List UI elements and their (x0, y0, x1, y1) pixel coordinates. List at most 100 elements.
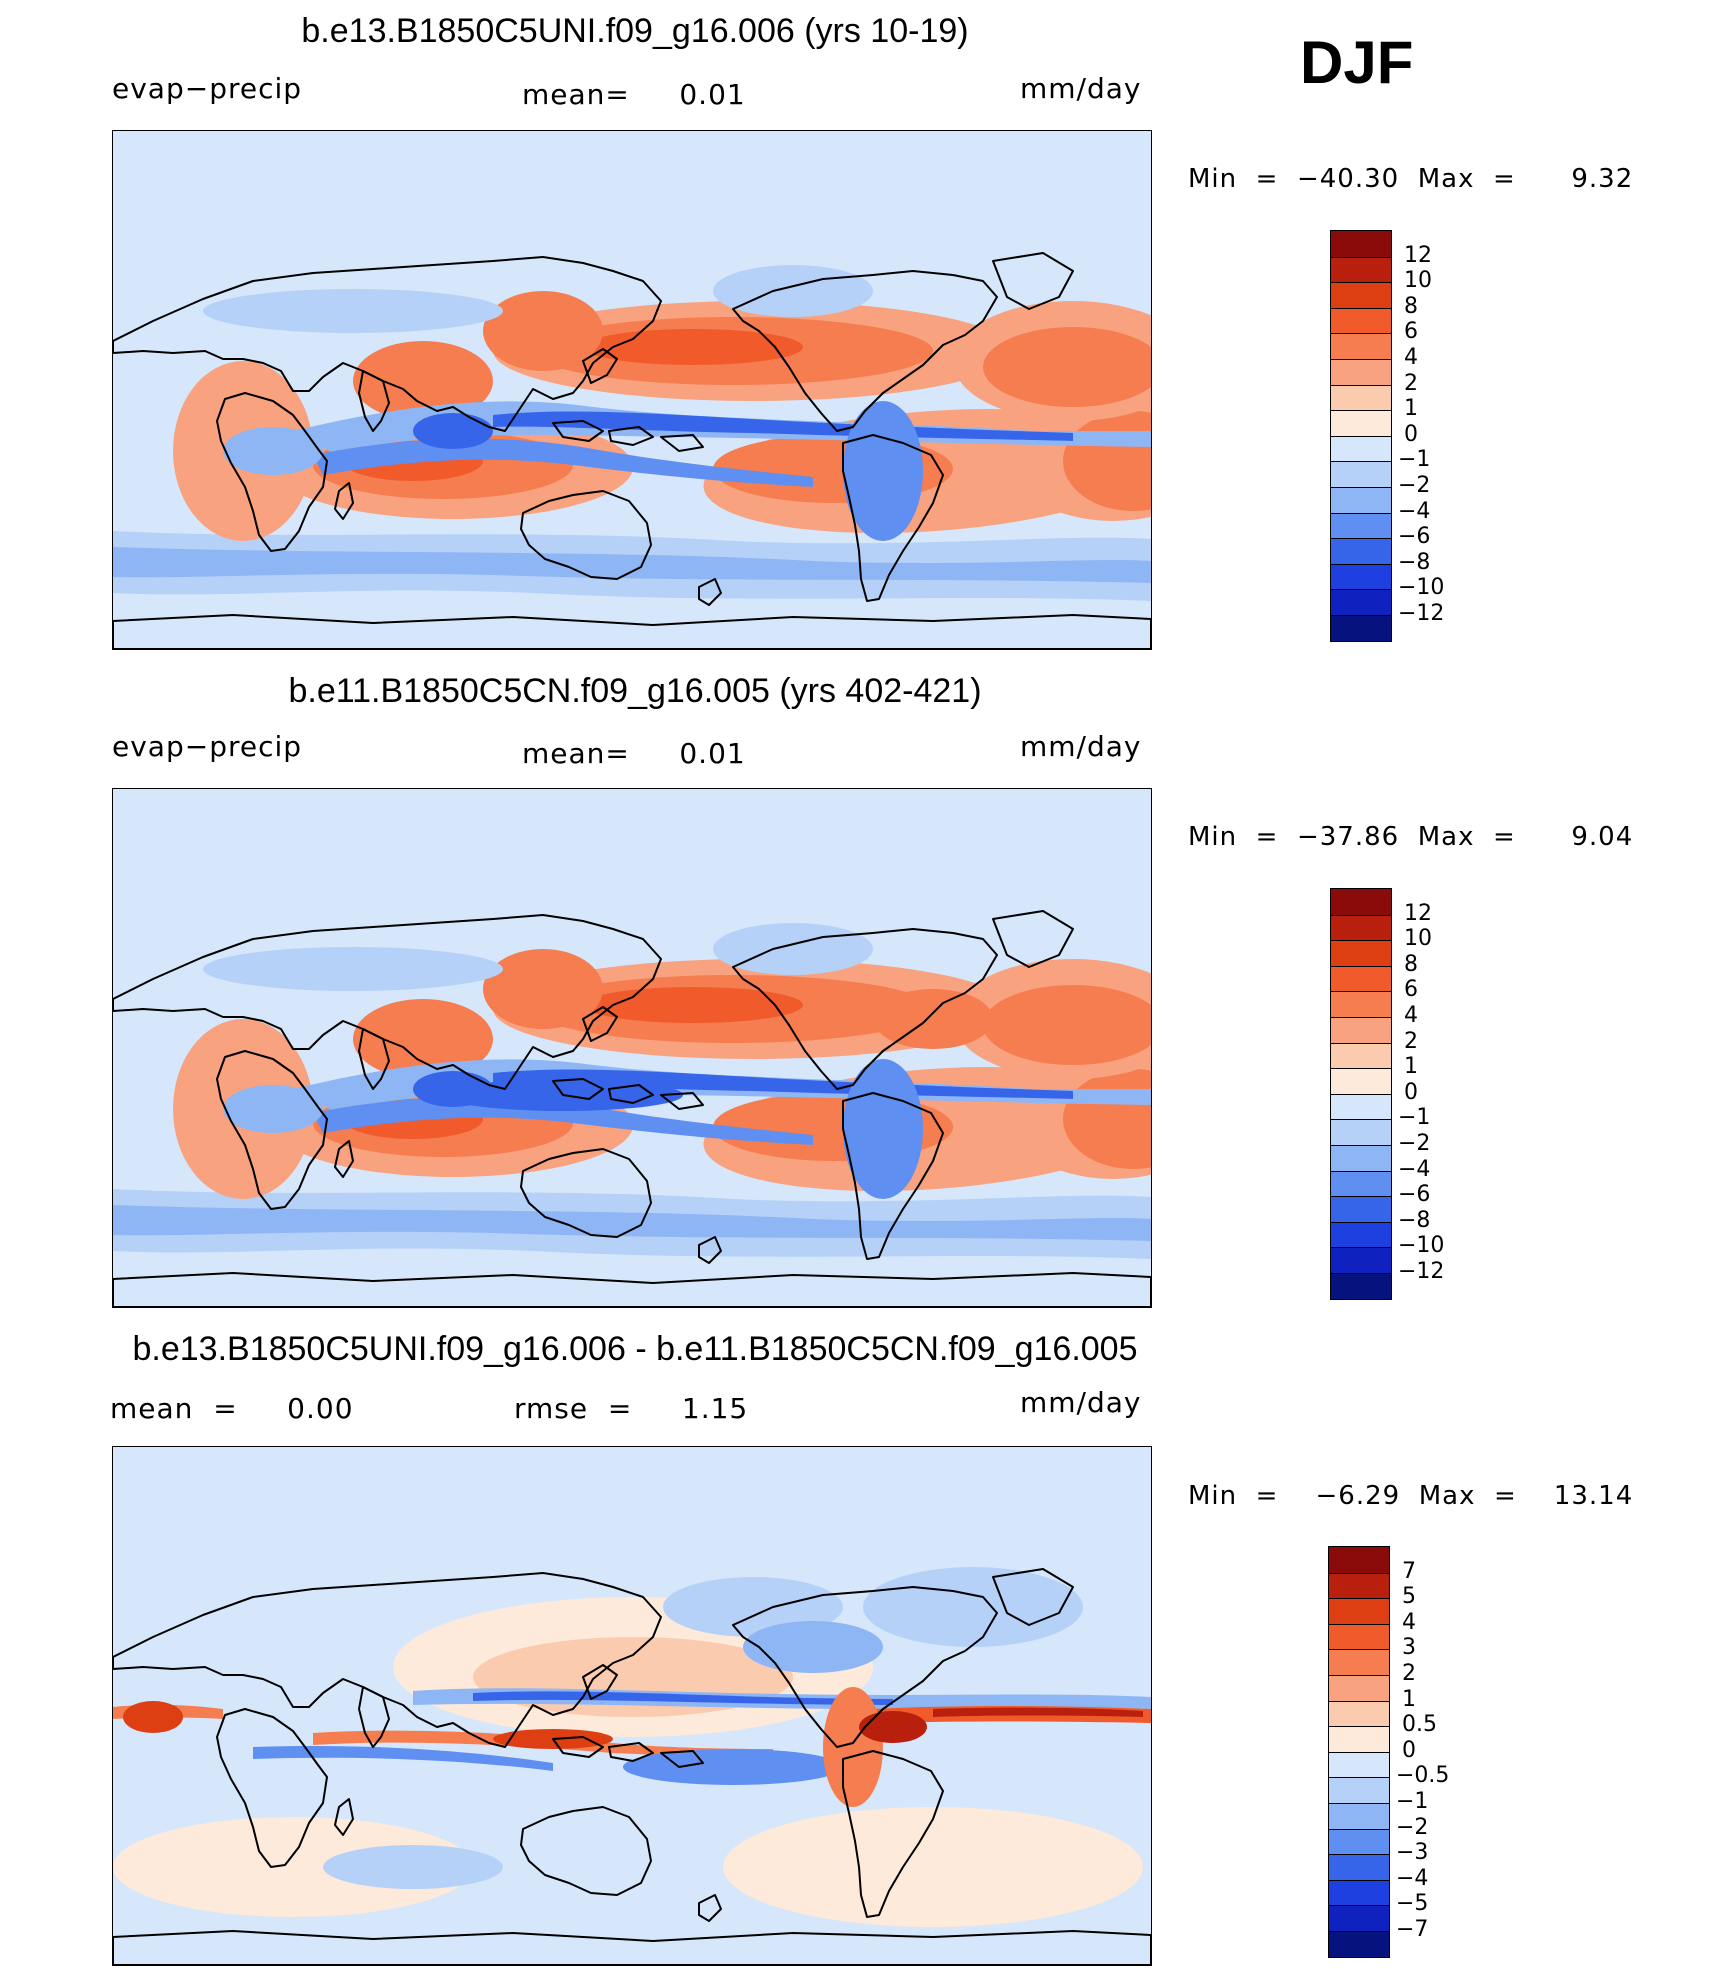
colorbar-swatch (1331, 940, 1391, 966)
colorbar-tick-label: −5 (1396, 1891, 1429, 1917)
coastline (582, 348, 618, 384)
colorbar-swatch (1329, 1879, 1389, 1906)
colorbar-tick-label: 2 (1404, 370, 1418, 396)
panel-3-title: b.e13.B1850C5UNI.f09_g16.006 - b.e11.B18… (132, 1330, 1138, 1368)
colorbar-swatch (1331, 1119, 1391, 1145)
difference-region (743, 1621, 883, 1673)
colorbar-tick-label: −0.5 (1396, 1763, 1450, 1789)
kuroshio-region (483, 291, 603, 371)
coastline (334, 1798, 354, 1836)
difference-region (863, 1567, 1083, 1647)
colorbar-swatch (1331, 410, 1391, 436)
colorbar-swatches (1330, 230, 1392, 642)
colorbar-swatch (1329, 1803, 1389, 1829)
coastline (216, 1708, 328, 1868)
colorbar-tick-label: −8 (1398, 549, 1431, 575)
colorbar-tick-label: −8 (1398, 1207, 1431, 1233)
colorbar-tick-label: 3 (1402, 1635, 1416, 1661)
coastline (358, 370, 390, 432)
coastline (992, 910, 1074, 968)
season-label: DJF (1300, 29, 1414, 96)
colorbar-tick-label: −2 (1398, 473, 1431, 498)
coastline (842, 1092, 944, 1260)
coastline (552, 420, 604, 442)
colorbar-tick-label: 6 (1404, 319, 1418, 345)
coastline (608, 1084, 654, 1104)
colorbar-swatch (1329, 1623, 1389, 1650)
coastline (698, 1894, 722, 1922)
colorbar-swatch (1331, 589, 1391, 615)
colorbar-swatch (1331, 282, 1391, 308)
southern-africa-convection (223, 427, 323, 475)
colorbar-swatch (1331, 1196, 1391, 1222)
coastline (334, 482, 354, 520)
colorbar-tick-label: 4 (1404, 1003, 1418, 1028)
coastline (608, 426, 654, 446)
colorbar-swatch (1329, 1751, 1389, 1778)
colorbar-tick-label: 1 (1404, 1054, 1418, 1080)
panel-2-variable-label: evap−precip (112, 730, 303, 763)
panel-3-rmse-label: rmse = 1.15 (514, 1392, 749, 1425)
colorbar-tick-label: −12 (1398, 1259, 1445, 1284)
panel-1-map-plot (113, 131, 1151, 649)
north-atlantic-high (983, 985, 1151, 1065)
colorbar-swatch (1331, 1068, 1391, 1094)
colorbar-tick-label: −2 (1396, 1814, 1429, 1840)
colorbar-swatch (1329, 1828, 1389, 1855)
colorbar-swatch (1331, 1017, 1391, 1043)
difference-region (123, 1701, 183, 1733)
eurasia-storm-track (203, 947, 503, 991)
eurasia-storm-track (203, 289, 503, 333)
colorbar-tick-label: 5 (1402, 1584, 1416, 1610)
panel-1-units-label: mm/day (1020, 72, 1142, 105)
colorbar-tick-label: 8 (1404, 293, 1418, 319)
colorbar-swatch (1329, 1675, 1389, 1701)
panel-2-minmax: Min = −37.86 Max = 9.04 (1188, 822, 1634, 852)
panel-1-variable-label: evap−precip (112, 72, 303, 105)
coastline (358, 1686, 390, 1748)
colorbar-swatch (1331, 889, 1391, 915)
colorbar-swatch (1331, 461, 1391, 487)
antarctica-coastline (113, 1272, 1151, 1307)
colorbar-tick-label: −6 (1398, 1182, 1431, 1208)
colorbar-tick-label: −6 (1398, 524, 1431, 550)
north-atlantic-high (983, 327, 1151, 407)
difference-region (723, 1807, 1143, 1927)
panel-1-minmax: Min = −40.30 Max = 9.32 (1188, 164, 1634, 194)
panel-1-map (112, 130, 1152, 650)
colorbar-swatch (1331, 1273, 1391, 1299)
panel-3-map (112, 1446, 1152, 1966)
panel-2-map (112, 788, 1152, 1308)
colorbar-tick-label: 6 (1404, 977, 1418, 1003)
colorbar-tick-label: 1 (1402, 1686, 1416, 1712)
difference-region (859, 1711, 927, 1743)
coastline (216, 392, 328, 552)
colorbar-swatch (1331, 1145, 1391, 1171)
coastline (660, 1750, 704, 1768)
colorbar-swatch (1329, 1598, 1389, 1624)
warm-pool-convection (413, 413, 493, 449)
spcz-band (313, 1096, 813, 1145)
colorbar-tick-label: 7 (1402, 1558, 1416, 1584)
coastline (520, 490, 652, 580)
spcz-band (313, 438, 813, 487)
colorbar-swatch (1331, 615, 1391, 641)
southern-ocean-band (113, 547, 1151, 583)
amazon-convection (843, 1059, 923, 1199)
colorbar-swatch (1329, 1700, 1389, 1727)
panel-3-minmax: Min = −6.29 Max = 13.14 (1188, 1481, 1634, 1511)
panel-3-mean-label: mean = 0.00 (110, 1392, 354, 1425)
colorbar-tick-label: 1 (1404, 396, 1418, 422)
coastline (113, 256, 662, 432)
colorbar-tick-label: −10 (1398, 575, 1445, 601)
north-pacific-storm-track (713, 265, 873, 317)
colorbar-tick-label: 2 (1404, 1028, 1418, 1054)
coastline (552, 1736, 604, 1758)
colorbar-tick-label: 12 (1404, 900, 1432, 926)
coastline (552, 1078, 604, 1100)
coastline (582, 1664, 618, 1700)
colorbar-swatch (1331, 307, 1391, 334)
colorbar-swatches (1330, 888, 1392, 1300)
panel-2-title: b.e11.B1850C5CN.f09_g16.005 (yrs 402-421… (288, 672, 982, 710)
colorbar-swatch (1331, 359, 1391, 385)
